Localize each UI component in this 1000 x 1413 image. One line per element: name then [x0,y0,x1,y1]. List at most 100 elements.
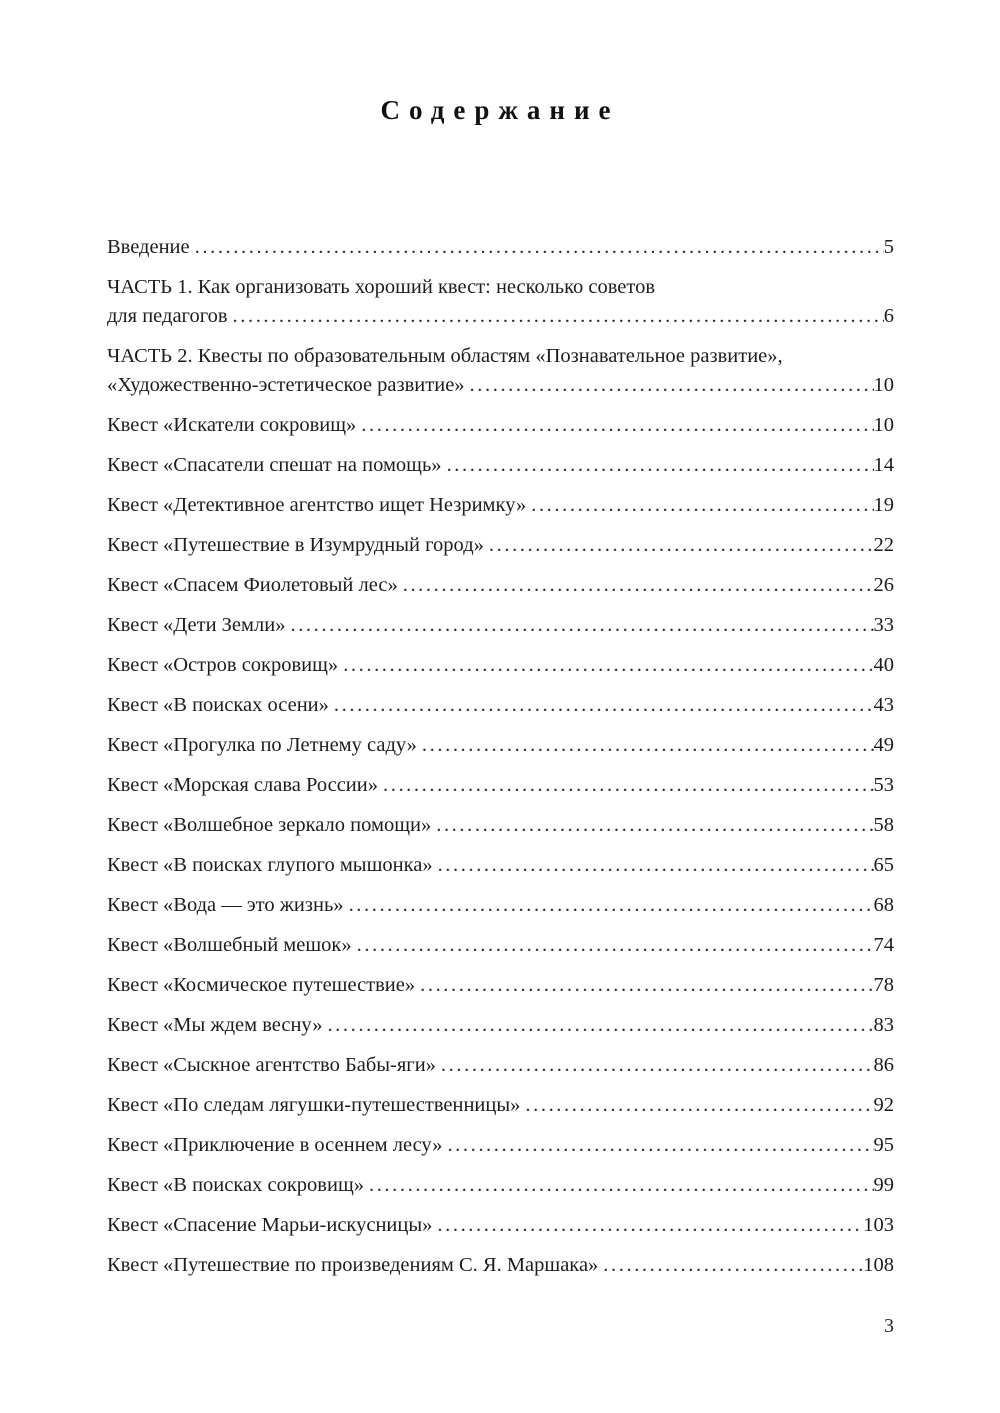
toc-entry-row: «Художественно-эстетическое развитие» 10 [107,371,894,400]
toc-entry: Квест «Спасение Марьи-искусницы» 103 [107,1211,894,1240]
toc-entry-row: Квест «Сыскное агентство Бабы-яги» 86 [107,1051,894,1080]
toc-leader-dots [420,971,873,1000]
toc-entry-row: Квест «Космическое путешествие» 78 [107,971,894,1000]
toc-entry-page: 43 [873,694,895,716]
toc-leader-dots [403,571,874,600]
toc-entry-first-line: ЧАСТЬ 1. Как организовать хороший квест:… [107,276,656,298]
page-number: 3 [884,1315,894,1337]
toc-entry-label: Квест «Спасем Фиолетовый лес» [107,574,398,596]
toc-entry-page: 92 [873,1094,895,1116]
toc-entry-page: 95 [873,1134,895,1156]
toc-entry-label: Квест «Дети Земли» [107,614,286,636]
toc-entry-page: 10 [873,374,895,396]
toc-entry-page: 53 [873,774,895,796]
toc-entry-row: Квест «Мы ждем весну» 83 [107,1011,894,1040]
toc-leader-dots [525,1091,873,1120]
toc-entry-page: 40 [873,654,895,676]
toc-entry: Квест «В поисках сокровищ» 99 [107,1171,894,1200]
toc-leader-dots [361,411,873,440]
toc-entry-row: Квест «Спасем Фиолетовый лес» 26 [107,571,894,600]
toc-leader-dots [369,1171,874,1200]
toc-entry-label: Квест «В поисках сокровищ» [107,1174,364,1196]
toc-entry: Квест «Мы ждем весну» 83 [107,1011,894,1040]
toc-leader-dots [603,1251,863,1280]
toc-entry-page: 108 [863,1254,894,1276]
toc-entry-page: 68 [873,894,895,916]
toc-entry-row: Квест «Спасатели спешат на помощь» 14 [107,451,894,480]
toc-entry: ЧАСТЬ 1. Как организовать хороший квест:… [107,273,894,331]
toc-entry-row: Введение 5 [107,233,894,262]
toc-leader-dots [233,302,884,331]
toc-entry-row: Квест «Путешествие по произведениям С. Я… [107,1251,894,1280]
toc-entry: ЧАСТЬ 2. Квесты по образовательным облас… [107,342,894,400]
toc-entry: Квест «Волшебный мешок» 74 [107,931,894,960]
toc-entry-label: Квест «Волшебное зеркало помощи» [107,814,432,836]
toc-entry-page: 86 [873,1054,895,1076]
toc-entry-label: Квест «Сыскное агентство Бабы-яги» [107,1054,436,1076]
page-title: Содержание [380,95,620,125]
toc-leader-dots [334,691,874,720]
toc-entry-label: Квест «Космическое путешествие» [107,974,416,996]
toc-entry: Квест «Вода — это жизнь» 68 [107,891,894,920]
toc-entry: Квест «Спасатели спешат на помощь» 14 [107,451,894,480]
toc-entry-row: Квест «Спасение Марьи-искусницы» 103 [107,1211,894,1240]
toc-list: Введение 5 ЧАСТЬ 1. Как организовать хорош… [107,233,894,1291]
toc-entry-page: 5 [883,236,894,258]
toc-entry: Квест «Спасем Фиолетовый лес» 26 [107,571,894,600]
toc-leader-dots [438,851,874,880]
toc-leader-dots [422,731,874,760]
toc-entry-label: для педагогов [107,305,228,327]
toc-entry-row: Квест «Путешествие в Изумрудный город» 22 [107,531,894,560]
toc-entry-label: Квест «Волшебный мешок» [107,934,352,956]
toc-entry-row: Квест «В поисках осени» 43 [107,691,894,720]
toc-leader-dots [357,931,874,960]
toc-entry-page: 19 [873,494,895,516]
toc-entry-label: Квест «Путешествие в Изумрудный город» [107,534,484,556]
toc-entry-first-line: ЧАСТЬ 2. Квесты по образовательным облас… [107,345,783,367]
toc-leader-dots [436,811,873,840]
toc-leader-dots [343,651,873,680]
toc-entry-page: 49 [873,734,895,756]
toc-entry: Квест «Морская слава России» 53 [107,771,894,800]
toc-entry-page: 99 [873,1174,895,1196]
toc-entry-label: Квест «Спасатели спешат на помощь» [107,454,442,476]
toc-entry-label: Квест «Искатели сокровищ» [107,414,357,436]
toc-entry: Квест «В поисках осени» 43 [107,691,894,720]
toc-entry-label: Квест «Детективное агентство ищет Незрим… [107,494,527,516]
toc-entry-label: Квест «Мы ждем весну» [107,1014,323,1036]
toc-entry-page: 26 [873,574,895,596]
toc-entry: Квест «Остров сокровищ» 40 [107,651,894,680]
toc-entry: Квест «Дети Земли» 33 [107,611,894,640]
toc-entry-page: 10 [873,414,895,436]
toc-entry: Квест «Детективное агентство ищет Незрим… [107,491,894,520]
toc-entry: Квест «Сыскное агентство Бабы-яги» 86 [107,1051,894,1080]
toc-entry-label: Квест «Приключение в осеннем лесу» [107,1134,443,1156]
toc-entry: Квест «Искатели сокровищ» 10 [107,411,894,440]
toc-leader-dots [447,1131,873,1160]
toc-entry-label: Квест «В поисках глупого мышонка» [107,854,433,876]
toc-entry-row: Квест «Морская слава России» 53 [107,771,894,800]
toc-entry-row: Квест «Волшебный мешок» 74 [107,931,894,960]
toc-entry: Квест «Прогулка по Летнему саду» 49 [107,731,894,760]
toc-entry-label: Введение [107,236,190,258]
toc-entry-page: 33 [873,614,895,636]
toc-leader-dots [327,1011,873,1040]
toc-entry-page: 74 [873,934,895,956]
toc-entry-label: Квест «Путешествие по произведениям С. Я… [107,1254,599,1276]
toc-entry-page: 103 [863,1214,894,1236]
toc-entry-row: для педагогов 6 [107,302,894,331]
toc-entry-row: Квест «Волшебное зеркало помощи» 58 [107,811,894,840]
toc-leader-dots [447,451,874,480]
toc-entry-row: Квест «Остров сокровищ» 40 [107,651,894,680]
toc-entry-row: Квест «Дети Земли» 33 [107,611,894,640]
toc-entry-page: 6 [883,305,894,327]
toc-entry: Квест «Волшебное зеркало помощи» 58 [107,811,894,840]
toc-entry-page: 78 [873,974,895,996]
toc-entry-row: Квест «В поисках сокровищ» 99 [107,1171,894,1200]
toc-entry-page: 22 [873,534,895,556]
toc-entry-page: 65 [873,854,895,876]
toc-entry-label: Квест «Прогулка по Летнему саду» [107,734,417,756]
toc-entry-row: Квест «Прогулка по Летнему саду» 49 [107,731,894,760]
toc-entry-label: Квест «Вода — это жизнь» [107,894,344,916]
